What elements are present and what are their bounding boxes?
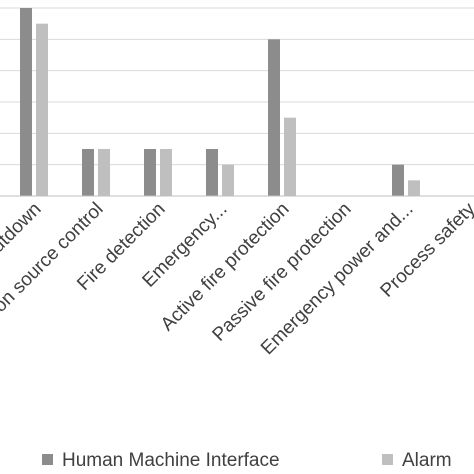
bar-hmi-0 [20, 8, 32, 196]
legend-swatch-1 [382, 454, 393, 465]
bar-hmi-1 [82, 149, 94, 196]
bar-hmi-2 [144, 149, 156, 196]
bar-alarm-4 [284, 117, 296, 196]
bar-alarm-0 [36, 23, 48, 196]
gridlines [0, 7, 474, 166]
bar-hmi-4 [268, 39, 280, 197]
legend-label-0: Human Machine Interface [62, 450, 280, 471]
bar-hmi-3 [206, 149, 218, 196]
legend-label-1: Alarm [402, 450, 452, 471]
bar-hmi-6 [392, 164, 404, 196]
bar-alarm-6 [408, 180, 420, 196]
legend: Human Machine Interface Alarm [42, 450, 452, 471]
bar-alarm-1 [98, 149, 110, 196]
bar-alarm-2 [160, 149, 172, 196]
legend-swatch-0 [42, 454, 53, 465]
bars [20, 8, 420, 197]
bar-alarm-3 [222, 164, 234, 196]
